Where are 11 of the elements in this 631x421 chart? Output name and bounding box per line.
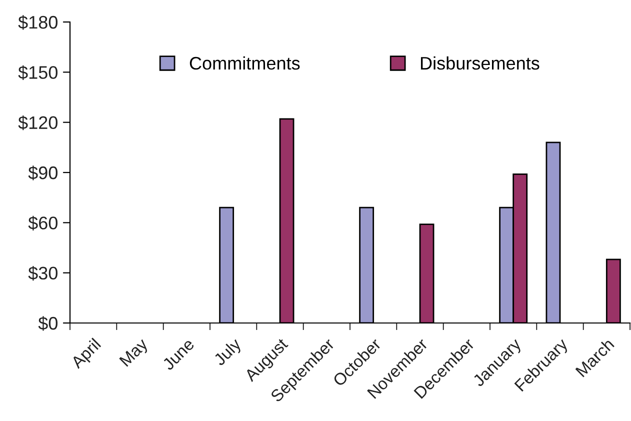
y-tick-label: $0 [38,316,58,331]
legend-label: Commitments [190,56,300,70]
y-tick-label: $90 [28,166,58,180]
x-tick-label: May [119,337,151,370]
y-tick-label: $30 [28,266,58,281]
y-tick-label: $120 [18,116,58,130]
y-tick-label: $180 [18,15,58,30]
y-tick-label: $60 [28,216,58,230]
y-tick-label: $150 [18,65,58,80]
x-tick-label: July [212,336,244,369]
legend-label: Disbursements [420,56,540,70]
